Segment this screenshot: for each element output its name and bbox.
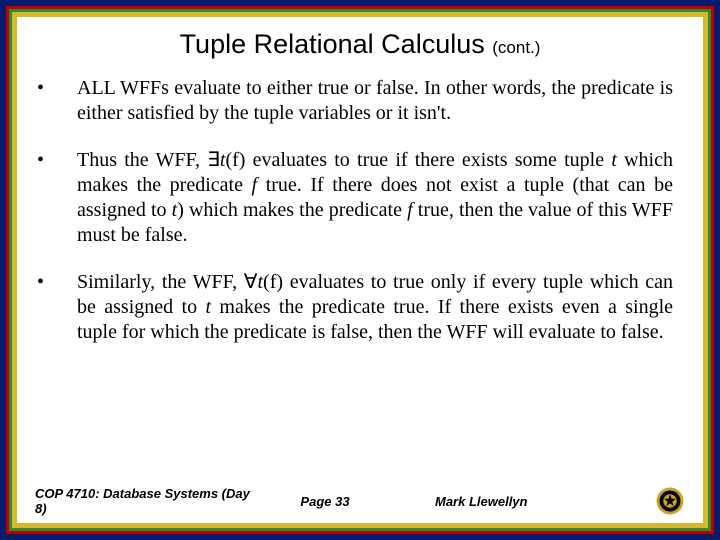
ucf-logo-icon <box>655 486 685 516</box>
list-item: • ALL WFFs evaluate to either true or fa… <box>37 76 673 126</box>
footer-course: COP 4710: Database Systems (Day 8) <box>35 486 255 516</box>
slide-title: Tuple Relational Calculus (cont.) <box>17 29 703 60</box>
frame-outer: Tuple Relational Calculus (cont.) • ALL … <box>0 0 720 540</box>
bullet-marker: • <box>37 270 77 345</box>
footer: COP 4710: Database Systems (Day 8) Page … <box>17 485 703 523</box>
list-item: • Similarly, the WFF, ∀t(f) evaluates to… <box>37 270 673 345</box>
bullet-marker: • <box>37 76 77 126</box>
title-main: Tuple Relational Calculus <box>180 29 485 59</box>
footer-author: Mark Llewellyn <box>395 494 655 509</box>
footer-page: Page 33 <box>255 494 395 509</box>
slide-body: Tuple Relational Calculus (cont.) • ALL … <box>17 17 703 523</box>
frame-yellow: Tuple Relational Calculus (cont.) • ALL … <box>12 12 708 528</box>
frame-red: Tuple Relational Calculus (cont.) • ALL … <box>6 6 714 534</box>
frame-green: Tuple Relational Calculus (cont.) • ALL … <box>9 9 711 531</box>
bullet-text: ALL WFFs evaluate to either true or fals… <box>77 76 673 126</box>
bullet-text: Thus the WFF, ∃t(f) evaluates to true if… <box>77 148 673 248</box>
title-cont: (cont.) <box>492 38 540 57</box>
bullet-text: Similarly, the WFF, ∀t(f) evaluates to t… <box>77 270 673 345</box>
content-area: • ALL WFFs evaluate to either true or fa… <box>17 76 703 485</box>
list-item: • Thus the WFF, ∃t(f) evaluates to true … <box>37 148 673 248</box>
bullet-marker: • <box>37 148 77 248</box>
